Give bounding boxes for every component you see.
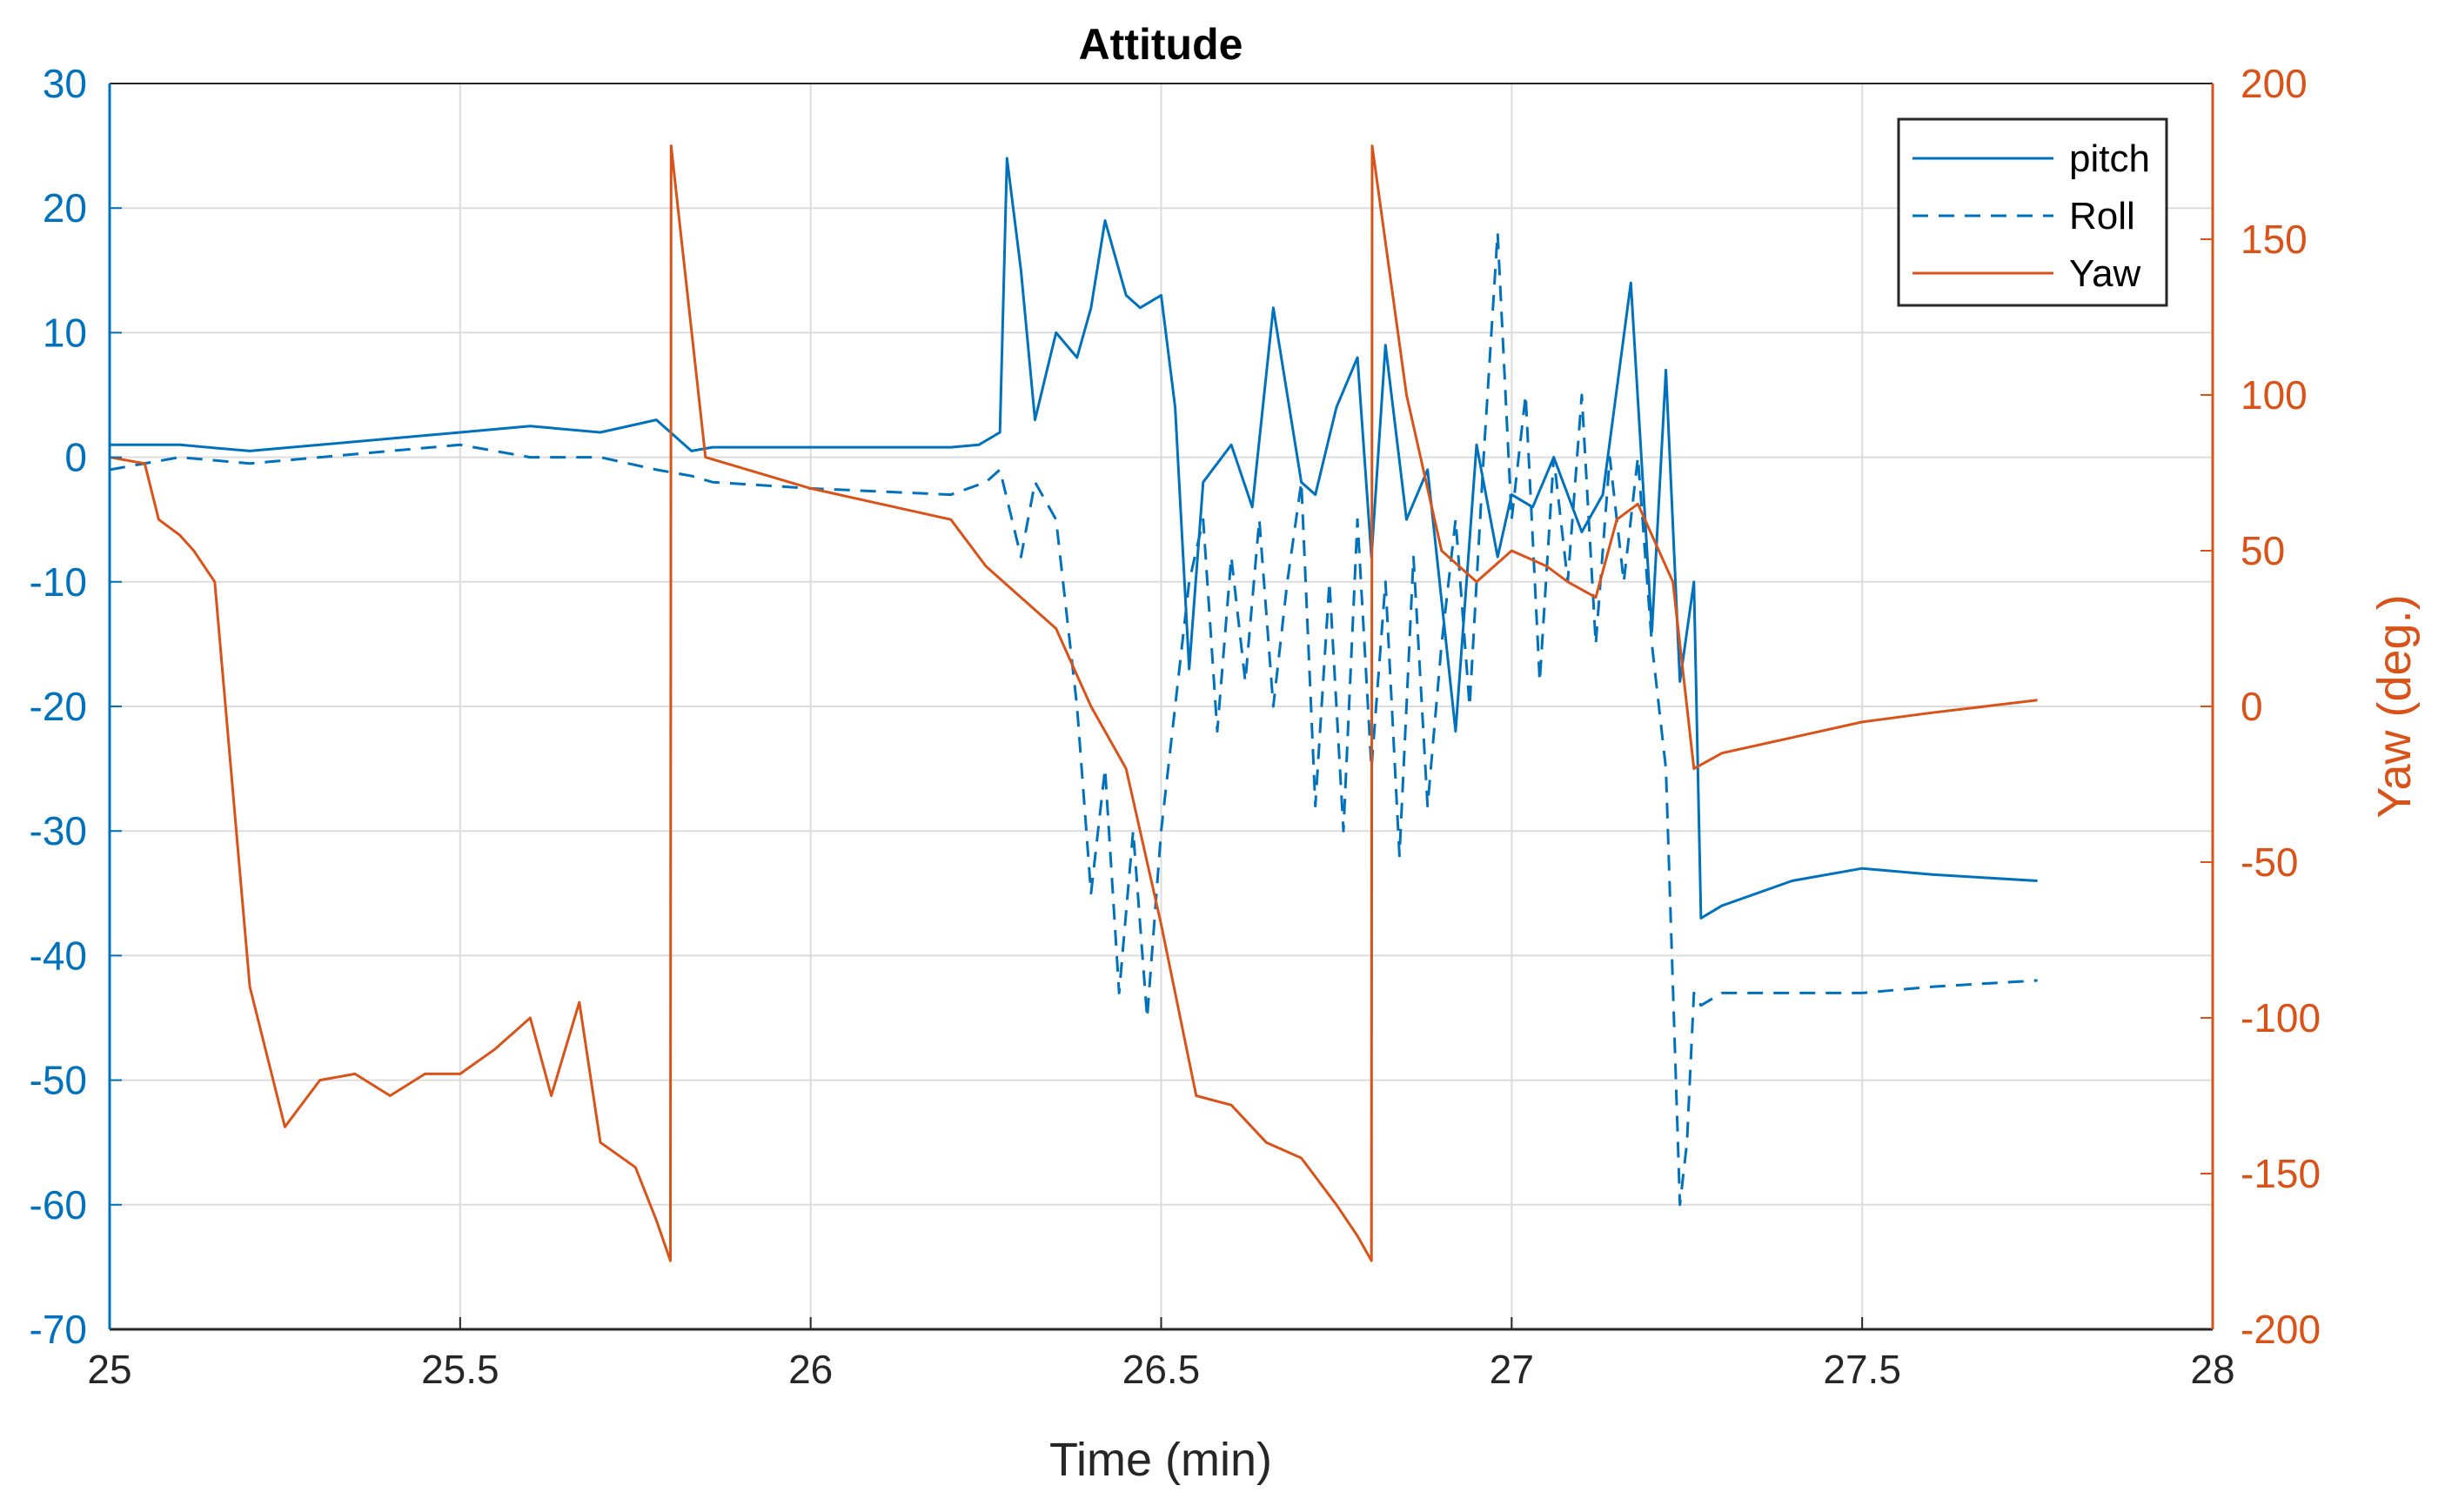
legend: pitch Roll Yaw [1897, 117, 2168, 307]
right-y-tick-label: -200 [2241, 1307, 2321, 1352]
right-y-tick-label: -100 [2241, 995, 2321, 1040]
right-y-tick-label: -50 [2241, 840, 2298, 885]
x-tick-label: 27 [1490, 1347, 1534, 1392]
x-tick-label: 25.5 [421, 1347, 499, 1392]
legend-label-yaw: Yaw [2069, 252, 2141, 295]
x-axis-label: Time (min) [1049, 1434, 1272, 1486]
right-y-tick-label: 150 [2241, 217, 2308, 262]
left-y-tick-label: 10 [43, 310, 87, 355]
right-y-tick-label: -150 [2241, 1151, 2321, 1196]
legend-label-roll: Roll [2069, 195, 2135, 238]
right-y-tick-label: 0 [2241, 684, 2263, 729]
left-y-tick-label: -40 [30, 933, 87, 978]
left-y-tick-label: -10 [30, 559, 87, 605]
right-y-tick-label: 50 [2241, 528, 2285, 573]
x-tick-label: 26 [788, 1347, 833, 1392]
right-y-tick-label: 200 [2241, 61, 2308, 106]
series-line-pitch [110, 157, 2038, 920]
chart-title: Attitude [1079, 20, 1243, 69]
left-y-tick-label: -50 [30, 1058, 87, 1103]
axes [108, 83, 2214, 1331]
left-y-tick-label: 0 [64, 435, 87, 480]
series-layer [109, 144, 2038, 1262]
left-y-tick-label: -60 [30, 1182, 87, 1228]
tick-labels: 25 25.5 26 26.5 27 27.5 283020100-10-20-30-40-… [30, 61, 2321, 1392]
x-tick-label: 28 [2190, 1347, 2234, 1392]
left-y-tick-label: -30 [30, 808, 87, 853]
left-y-tick-label: -20 [30, 684, 87, 729]
x-tick-label: 25 [87, 1347, 131, 1392]
series-line-roll [109, 231, 2038, 1207]
left-y-tick-label: -70 [30, 1307, 87, 1352]
x-tick-label: 26.5 [1122, 1347, 1201, 1392]
left-y-tick-label: 20 [43, 185, 87, 231]
series-line-yaw [109, 144, 2038, 1262]
legend-label-pitch: pitch [2069, 137, 2150, 180]
left-y-tick-label: 30 [43, 61, 87, 106]
right-y-tick-label: 100 [2241, 372, 2308, 418]
x-tick-label: 27.5 [1823, 1347, 1901, 1392]
right-y-axis-label: Yaw (deg.) [2368, 594, 2421, 818]
